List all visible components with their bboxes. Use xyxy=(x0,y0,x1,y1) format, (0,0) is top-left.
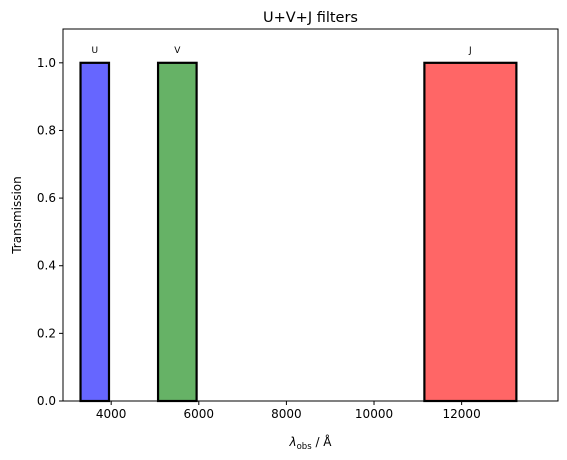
filter-bars xyxy=(79,61,518,403)
y-tick-label: 0.6 xyxy=(37,191,56,205)
x-tick-label: 6000 xyxy=(184,407,215,421)
x-tick-label: 4000 xyxy=(96,407,127,421)
chart-title: U+V+J filters xyxy=(263,10,358,26)
y-tick-label: 0.0 xyxy=(37,394,56,408)
x-tick-label: 8000 xyxy=(271,407,302,421)
filter-label-u: U xyxy=(91,46,98,56)
filter-bar-j xyxy=(423,61,518,403)
y-tick-label: 0.4 xyxy=(37,259,56,273)
y-tick-label: 1.0 xyxy=(37,56,56,70)
plot-frame xyxy=(62,28,559,402)
x-tick-label: 12000 xyxy=(443,407,481,421)
x-axis-subscript: obs xyxy=(297,442,313,452)
filter-label-j: J xyxy=(468,46,472,56)
y-axis-ticks: 0.0 0.2 0.4 0.6 0.8 1.0 xyxy=(37,56,63,408)
filter-bar-u xyxy=(79,61,111,403)
filter-label-v: V xyxy=(174,46,181,56)
x-axis-symbol: λ xyxy=(288,435,296,449)
filter-bar-v xyxy=(156,61,198,403)
x-axis-ticks: 4000 6000 8000 10000 12000 xyxy=(96,401,481,421)
y-tick-label: 0.2 xyxy=(37,326,56,340)
x-axis-unit: / Å xyxy=(312,434,333,449)
y-axis-title: Transmission xyxy=(10,176,24,255)
y-tick-label: 0.8 xyxy=(37,123,56,137)
x-tick-label: 10000 xyxy=(355,407,393,421)
x-axis-title: λobs / Å xyxy=(288,434,332,452)
